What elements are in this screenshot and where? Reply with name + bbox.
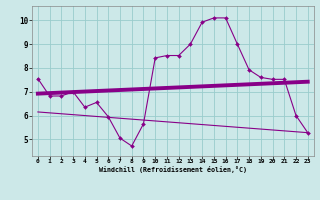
X-axis label: Windchill (Refroidissement éolien,°C): Windchill (Refroidissement éolien,°C) [99, 166, 247, 173]
